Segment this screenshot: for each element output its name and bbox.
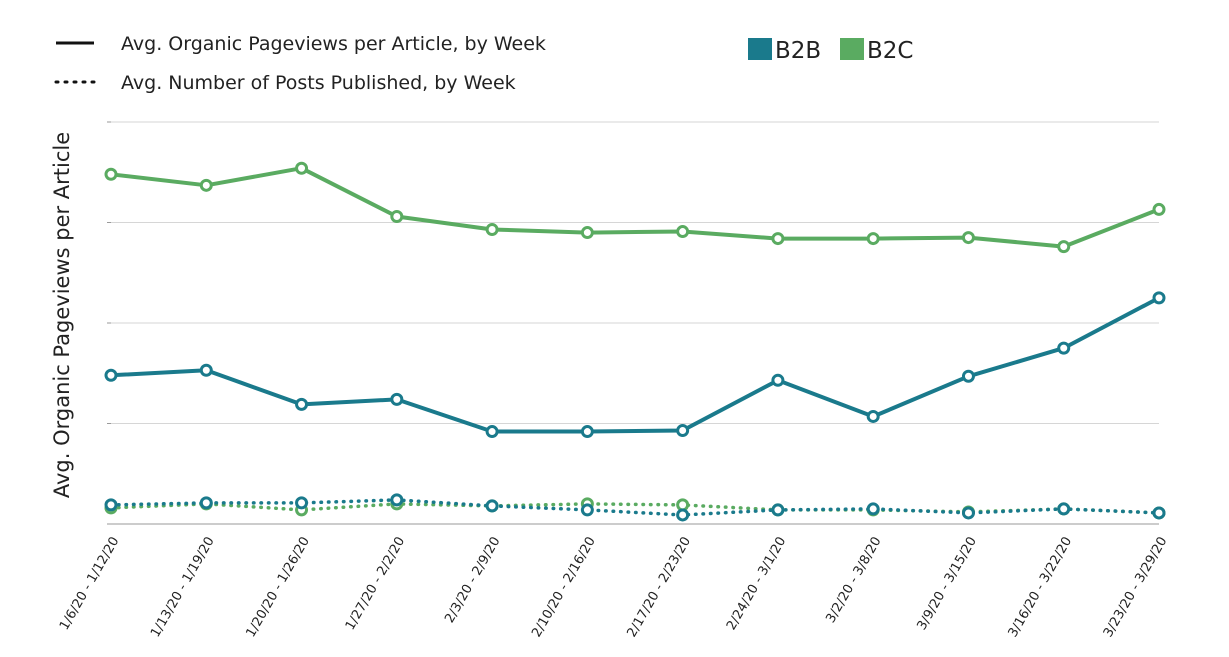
x-tick-label: 1/13/20 - 1/19/20 bbox=[148, 535, 218, 641]
y-axis-ticks bbox=[107, 121, 111, 525]
series-b2c-solid bbox=[104, 161, 1166, 254]
data-point-b2b-solid bbox=[676, 424, 690, 438]
data-point-b2b-solid bbox=[866, 409, 880, 423]
data-point-b2b-dotted bbox=[485, 499, 499, 513]
x-tick-label: 2/17/20 - 2/23/20 bbox=[625, 535, 695, 641]
series-line-b2c-dotted bbox=[109, 502, 1161, 515]
x-tick-label: 1/20/20 - 1/26/20 bbox=[243, 535, 313, 641]
series-legend: B2B B2C bbox=[748, 38, 913, 64]
data-point-b2b-dotted bbox=[199, 496, 213, 510]
data-point-b2b-dotted bbox=[676, 508, 690, 522]
data-point-b2b-dotted bbox=[1057, 502, 1071, 516]
data-point-b2b-dotted bbox=[295, 496, 309, 510]
legend-label-b2b: B2B bbox=[775, 38, 821, 64]
series-line-b2b-solid bbox=[110, 296, 1160, 434]
data-point-b2b-dotted bbox=[1152, 506, 1166, 520]
series-group bbox=[104, 161, 1166, 522]
data-point-b2b-solid bbox=[771, 373, 785, 387]
data-point-b2b-solid bbox=[295, 397, 309, 411]
data-point-b2b-dotted bbox=[866, 502, 880, 516]
data-point-b2c-solid bbox=[485, 223, 499, 237]
series-b2b-dotted bbox=[104, 493, 1166, 522]
data-point-b2c-solid bbox=[866, 232, 880, 246]
x-tick-label: 2/10/20 - 2/16/20 bbox=[529, 535, 599, 641]
data-point-b2b-solid bbox=[1152, 291, 1166, 305]
data-point-b2c-solid bbox=[961, 231, 975, 245]
x-tick-label: 3/2/20 - 3/8/20 bbox=[823, 535, 884, 626]
x-tick-label: 3/9/20 - 3/15/20 bbox=[914, 535, 979, 633]
data-point-b2b-dotted bbox=[580, 503, 594, 517]
data-point-b2b-solid bbox=[199, 363, 213, 377]
legend-swatch-b2b bbox=[748, 38, 772, 60]
line-style-legend: Avg. Organic Pageviews per Article, by W… bbox=[54, 33, 546, 94]
data-point-b2b-dotted bbox=[961, 506, 975, 520]
x-tick-label: 3/16/20 - 3/22/20 bbox=[1006, 535, 1076, 641]
x-tick-label: 1/6/20 - 1/12/20 bbox=[57, 535, 122, 633]
gridlines bbox=[111, 121, 1159, 525]
legend-dotted-line-label: Avg. Number of Posts Published, by Week bbox=[121, 72, 516, 94]
x-tick-label: 3/23/20 - 3/29/20 bbox=[1101, 535, 1171, 641]
data-point-b2c-solid bbox=[199, 178, 213, 192]
series-line-b2b-dotted bbox=[109, 498, 1161, 517]
data-point-b2b-solid bbox=[485, 425, 499, 439]
data-point-b2c-solid bbox=[676, 225, 690, 239]
legend-solid-line-label: Avg. Organic Pageviews per Article, by W… bbox=[121, 33, 546, 55]
data-point-b2c-solid bbox=[1152, 202, 1166, 216]
series-line-b2c-solid bbox=[110, 166, 1160, 249]
data-point-b2c-solid bbox=[295, 161, 309, 175]
data-point-b2c-solid bbox=[1057, 240, 1071, 254]
x-tick-label: 2/3/20 - 2/9/20 bbox=[442, 535, 503, 626]
data-point-b2b-solid bbox=[1057, 341, 1071, 355]
x-tick-label: 2/24/20 - 3/1/20 bbox=[724, 535, 789, 633]
data-point-b2c-dotted bbox=[676, 498, 690, 512]
data-point-b2b-solid bbox=[580, 425, 594, 439]
data-point-b2b-dotted bbox=[771, 503, 785, 517]
data-point-b2c-solid bbox=[771, 232, 785, 246]
x-tick-label: 1/27/20 - 2/2/20 bbox=[343, 535, 408, 633]
data-point-b2c-solid bbox=[580, 226, 594, 240]
x-axis-labels: 1/6/20 - 1/12/20 1/13/20 - 1/19/20 1/20/20… bbox=[57, 535, 1170, 641]
data-point-b2b-solid bbox=[104, 368, 118, 382]
series-b2c-dotted bbox=[104, 497, 1166, 520]
legend-label-b2c: B2C bbox=[867, 38, 913, 64]
data-point-b2c-solid bbox=[104, 167, 118, 181]
legend-swatch-b2c bbox=[840, 38, 864, 60]
series-b2b-solid bbox=[104, 291, 1166, 439]
data-point-b2b-solid bbox=[961, 369, 975, 383]
data-point-b2b-dotted bbox=[390, 493, 404, 507]
data-point-b2c-solid bbox=[390, 209, 404, 223]
y-axis-label: Avg. Organic Pageviews per Article bbox=[50, 132, 74, 498]
data-point-b2b-dotted bbox=[104, 498, 118, 512]
data-point-b2b-solid bbox=[390, 392, 404, 406]
